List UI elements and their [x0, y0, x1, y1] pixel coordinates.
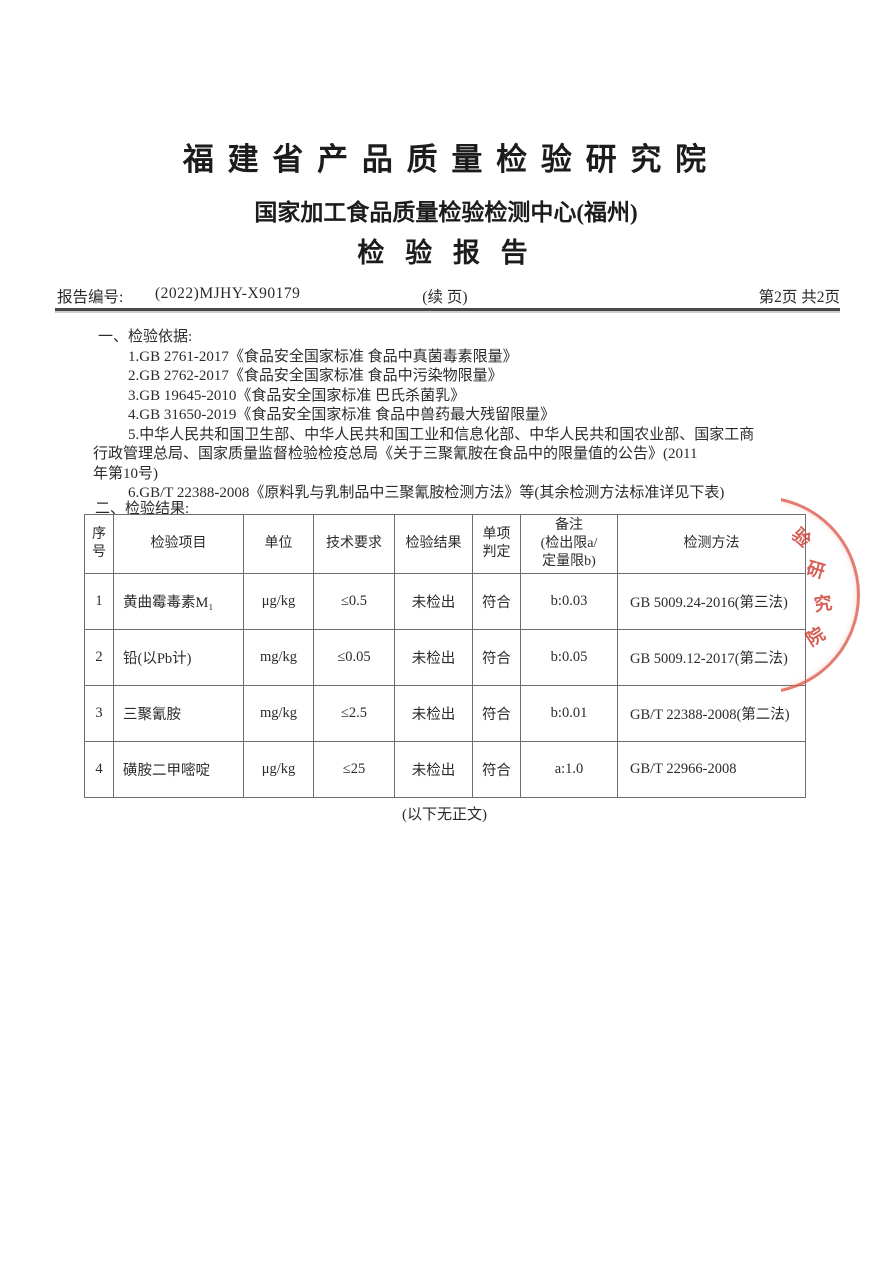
page-title: 福 建 省 产 品 质 量 检 验 研 究 院	[182, 142, 710, 177]
table-row: 3 三聚氰胺 mg/kg ≤2.5 未检出 符合 b:0.01 GB/T 223…	[84, 685, 806, 742]
seal-character: 究	[812, 592, 834, 616]
report-no-label: 报告编号:	[57, 289, 124, 306]
table-cell: ≤0.5	[313, 573, 395, 630]
header-divider	[55, 308, 840, 311]
list-item: 1.GB 2761-2017《食品安全国家标准 食品中真菌毒素限量》	[128, 348, 518, 365]
table-cell: ≤2.5	[313, 685, 395, 742]
report-no-value: (2022)MJHY-X90179	[155, 285, 301, 302]
list-item: 3.GB 19645-2010《食品安全国家标准 巴氏杀菌乳》	[128, 387, 466, 404]
report-title: 检 验 报 告	[357, 238, 535, 268]
table-cell: ≤25	[313, 741, 395, 798]
column-header-seq: 序 号	[84, 514, 114, 574]
table-cell: mg/kg	[243, 685, 314, 742]
table-cell: 符合	[472, 741, 521, 798]
table-cell: 未检出	[394, 741, 473, 798]
table-cell: 符合	[472, 685, 521, 742]
section-heading: 一、检验依据:	[98, 329, 193, 345]
table-cell: 磺胺二甲嘧啶	[113, 741, 244, 798]
table-cell: 铅(以Pb计)	[113, 629, 244, 686]
column-header-item: 检验项目	[113, 514, 244, 574]
table-row: 4 磺胺二甲嘧啶 μg/kg ≤25 未检出 符合 a:1.0 GB/T 229…	[84, 741, 806, 798]
table-cell: GB/T 22388-2008(第二法)	[617, 685, 806, 742]
list-item: 6.GB/T 22388-2008《原料乳与乳制品中三聚氰胺检测方法》等(其余检…	[128, 485, 725, 501]
table-cell: 3	[84, 685, 114, 742]
table-cell: 黄曲霉毒素M₁	[113, 573, 244, 630]
column-header-method: 检测方法	[617, 514, 806, 574]
results-table: 序 号 检验项目 单位 技术要求 检验结果 单项 判定 备注 (检出限a/ 定量…	[84, 514, 806, 798]
table-cell: 符合	[472, 573, 521, 630]
table-cell: 符合	[472, 629, 521, 686]
table-cell: 三聚氰胺	[113, 685, 244, 742]
table-cell: b:0.03	[520, 573, 618, 630]
table-cell: 1	[84, 573, 114, 630]
table-cell: mg/kg	[243, 629, 314, 686]
results-section-heading: 二、检验结果:	[95, 501, 190, 517]
column-header-unit: 单位	[243, 514, 314, 574]
table-row: 1 黄曲霉毒素M₁ μg/kg ≤0.5 未检出 符合 b:0.03 GB 50…	[84, 573, 806, 630]
column-header-judgement: 单项 判定	[472, 514, 521, 574]
center-subtitle: 国家加工食品质量检验检测中心(福州)	[254, 200, 638, 225]
list-item-continuation: 年第10号)	[93, 465, 158, 482]
table-cell: GB 5009.24-2016(第三法)	[617, 573, 806, 630]
table-header-row: 序 号 检验项目 单位 技术要求 检验结果 单项 判定 备注 (检出限a/ 定量…	[84, 514, 806, 574]
table-cell: ≤0.05	[313, 629, 395, 686]
column-header-requirement: 技术要求	[313, 514, 395, 574]
list-item: 4.GB 31650-2019《食品安全国家标准 食品中兽药最大残留限量》	[128, 407, 556, 423]
table-cell: b:0.01	[520, 685, 618, 742]
table-cell: 2	[84, 629, 114, 686]
column-header-remark: 备注 (检出限a/ 定量限b)	[520, 514, 618, 574]
table-cell: 未检出	[394, 629, 473, 686]
list-item: 2.GB 2762-2017《食品安全国家标准 食品中污染物限量》	[128, 368, 503, 384]
inspection-basis-section: 一、检验依据: 1.GB 2761-2017《食品安全国家标准 食品中真菌毒素限…	[57, 328, 817, 504]
list-item-continuation: 行政管理总局、国家质量监督检验检疫总局《关于三聚氰胺在食品中的限量值的公告》(2…	[93, 446, 698, 462]
table-cell: 未检出	[394, 573, 473, 630]
table-row: 2 铅(以Pb计) mg/kg ≤0.05 未检出 符合 b:0.05 GB 5…	[84, 629, 806, 686]
table-cell: GB 5009.12-2017(第二法)	[617, 629, 806, 686]
table-cell: GB/T 22966-2008	[617, 741, 806, 798]
table-cell: 4	[84, 741, 114, 798]
list-item: 5.中华人民共和国卫生部、中华人民共和国工业和信息化部、中华人民共和国农业部、国…	[128, 426, 755, 443]
end-of-text-note: (以下无正文)	[402, 807, 487, 823]
continuation-note: (续 页)	[422, 289, 468, 306]
table-cell: a:1.0	[520, 741, 618, 798]
page-indicator: 第2页 共2页	[758, 289, 840, 306]
report-meta-row: 报告编号: (2022)MJHY-X90179 (续 页) 第2页 共2页	[57, 285, 840, 307]
table-cell: b:0.05	[520, 629, 618, 686]
seal-character: 研	[804, 557, 828, 583]
table-cell: μg/kg	[243, 573, 314, 630]
column-header-result: 检验结果	[394, 514, 473, 574]
table-cell: 未检出	[394, 685, 473, 742]
table-cell: μg/kg	[243, 741, 314, 798]
